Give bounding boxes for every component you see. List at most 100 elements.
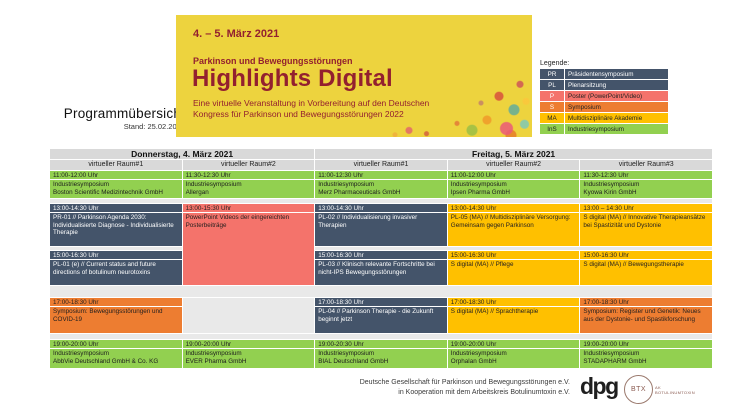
session-org: AbbVie Deutschland GmbH & Co. KG: [53, 357, 159, 365]
session-type: Industriesymposium: [53, 350, 109, 357]
session-title: S digital (MA) // Bewegungstherapie: [583, 261, 684, 268]
session-title: PL-02 // Individualisierung invasiver Th…: [318, 214, 418, 229]
session-type: Industriesymposium: [450, 181, 507, 188]
session-cell: S digital (MA) // Innovative Therapieans…: [580, 213, 712, 246]
row-gap: [50, 247, 182, 250]
session-org: Ipsen Pharma GmbH: [450, 188, 510, 196]
footer-line1: Deutsche Gesellschaft für Parkinson und …: [359, 379, 570, 386]
session-cell: Industriesymposium Merz Pharmaceuticals …: [315, 180, 447, 198]
session-time: 17:00-18:30 Uhr: [50, 298, 182, 306]
session-org: Kyowa Kirin GmbH: [583, 188, 637, 196]
session-time: 13:00-14:30 Uhr: [447, 204, 580, 212]
session-org: STADAPHARM GmbH: [583, 357, 647, 365]
session-type: Industriesymposium: [583, 350, 640, 357]
room-header-fri-3: virtueller Raum#3: [580, 160, 712, 170]
session-time: 19:00-20:30 Uhr: [315, 340, 447, 348]
empty-slot: [182, 298, 315, 333]
session-cell: PL-05 (MA) // Multidisziplinäre Versorgu…: [447, 213, 580, 246]
session-time: 13:00-14:30 Uhr: [315, 204, 447, 212]
session-time: 15:00-16:30 Uhr: [447, 251, 580, 259]
session-time: 11:30-12:30 Uhr: [182, 171, 315, 179]
page-status-date: Stand: 25.02.2021: [123, 122, 185, 131]
session-cell: S digital (MA) // Bewegungstherapie: [580, 260, 712, 285]
session-title: S digital (MA) // Pflege: [450, 261, 514, 268]
session-cell: Industriesymposium EVER Pharma GmbH: [182, 349, 315, 368]
legend-code-ma: MA: [540, 113, 564, 123]
session-time: 15:00-16:30 Uhr: [315, 251, 447, 259]
room-header-fri-2: virtueller Raum#2: [447, 160, 580, 170]
session-type: Industriesymposium: [185, 181, 242, 188]
session-cell: PL-02 // Individualisierung invasiver Th…: [315, 213, 447, 246]
event-subtitle-line1: Eine virtuelle Veranstaltung in Vorberei…: [193, 98, 430, 108]
session-time: 13:00 – 14:30 Uhr: [580, 204, 712, 212]
session-cell: PL-03 // Klinisch relevante Fortschritte…: [315, 260, 447, 285]
session-org: EVER Pharma GmbH: [185, 357, 247, 365]
session-type: Industriesymposium: [318, 350, 375, 357]
legend-code-ins: InS: [540, 124, 564, 134]
event-kicker: Parkinson und Bewegungsstörungen: [193, 56, 353, 66]
session-org: Merz Pharmaceuticals GmbH: [318, 188, 401, 196]
event-banner: 4. – 5. März 2021 Parkinson und Bewegung…: [176, 15, 532, 137]
session-cell: PL-01 (e) // Current status and future d…: [50, 260, 182, 285]
room-header-thu-1: virtueller Raum#1: [50, 160, 182, 170]
session-title: S digital (MA) // Innovative Therapieans…: [583, 214, 706, 229]
session-title: Symposium: Register und Genetik: Neues a…: [583, 308, 701, 323]
session-title: S digital (MA) // Sprachtherapie: [450, 308, 539, 315]
row-gap: [50, 286, 712, 297]
session-time: 11:00-12:00 Uhr: [50, 171, 182, 179]
event-title: Highlights Digital: [192, 65, 393, 92]
page-title: Programmübersicht: [63, 106, 185, 121]
session-type: Industriesymposium: [318, 181, 375, 188]
room-header-fri-1: virtueller Raum#1: [315, 160, 447, 170]
session-type: Industriesymposium: [185, 350, 242, 357]
session-time: 19:00-20:00 Uhr: [447, 340, 580, 348]
session-cell: Industriesymposium STADAPHARM GmbH: [580, 349, 712, 368]
paint-splatter-small-decoration: [381, 115, 451, 137]
session-cell: Symposium: Register und Genetik: Neues a…: [580, 307, 712, 333]
session-title: PR-01 // Parkinson Agenda 2030: Individu…: [53, 214, 174, 237]
session-cell: Industriesymposium BIAL Deutschland GmbH: [315, 349, 447, 368]
legend-label-akademie: Multidisziplinäre Akademie: [565, 113, 668, 123]
session-time: 17:00-18:30 Uhr: [580, 298, 712, 306]
session-time: 15:00-16:30 Uhr: [50, 251, 182, 259]
legend-label-poster: Poster (PowerPoint/Video): [565, 91, 668, 101]
legend-label-praesidentensymposium: Präsidentensymposium: [565, 69, 668, 79]
event-date: 4. – 5. März 2021: [193, 28, 280, 40]
room-header-thu-2: virtueller Raum#2: [182, 160, 315, 170]
session-cell: S digital (MA) // Pflege: [447, 260, 580, 285]
row-gap: [50, 334, 712, 339]
session-time: 19:00-20:00 Uhr: [50, 340, 182, 348]
session-time: 17:00-18:30 Uhr: [447, 298, 580, 306]
schedule-table: Donnerstag, 4. März 2021 Freitag, 5. Mär…: [50, 149, 712, 368]
session-cell: Industriesymposium AbbVie Deutschland Gm…: [50, 349, 182, 368]
event-subtitle: Eine virtuelle Veranstaltung in Vorberei…: [193, 98, 429, 119]
session-time: 15:00-16:30 Uhr: [580, 251, 712, 259]
session-cell: Industriesymposium Orphalan GmbH: [447, 349, 580, 368]
session-type: Industriesymposium: [450, 350, 507, 357]
legend-label-symposium: Symposium: [565, 102, 668, 112]
legend-label-industriesymposium: Industriesymposium: [565, 124, 668, 134]
btx-caption-line1: AK: [655, 384, 661, 390]
dpg-logo: dpg: [580, 373, 619, 399]
session-cell: Industriesymposium Kyowa Kirin GmbH: [580, 180, 712, 198]
footer-line2: in Kooperation mit dem Arbeitskreis Botu…: [398, 388, 570, 396]
legend-code-pl: PL: [540, 80, 564, 90]
session-time: 19:00-20:00 Uhr: [182, 340, 315, 348]
session-org: BIAL Deutschland GmbH: [318, 357, 389, 365]
session-time: 13:00-14:30 Uhr: [50, 204, 182, 212]
btx-caption-line2: BOTULINUMTOXIN: [655, 389, 695, 395]
session-type: Industriesymposium: [53, 181, 109, 188]
session-cell: Industriesymposium Allergan: [182, 180, 315, 198]
poster-session-cell: PowerPoint Videos der eingereichten Post…: [182, 213, 315, 285]
session-cell: S digital (MA) // Sprachtherapie: [447, 307, 580, 333]
day-header-thursday: Donnerstag, 4. März 2021: [50, 149, 315, 159]
btx-logo: BTX AK BOTULINUMTOXIN: [624, 375, 695, 404]
session-title: PL-03 // Klinisch relevante Fortschritte…: [318, 261, 435, 276]
session-org: Boston Scientific Medizintechnik GmbH: [53, 188, 163, 196]
session-title: PL-04 // Parkinson Therapie - die Zukunf…: [318, 308, 434, 323]
session-title: Symposium: Bewegungsstörungen und COVID-…: [53, 308, 163, 323]
session-time: 11:30-12:30 Uhr: [580, 171, 712, 179]
legend-code-s: S: [540, 102, 564, 112]
footer-credits: Deutsche Gesellschaft für Parkinson und …: [325, 378, 570, 397]
